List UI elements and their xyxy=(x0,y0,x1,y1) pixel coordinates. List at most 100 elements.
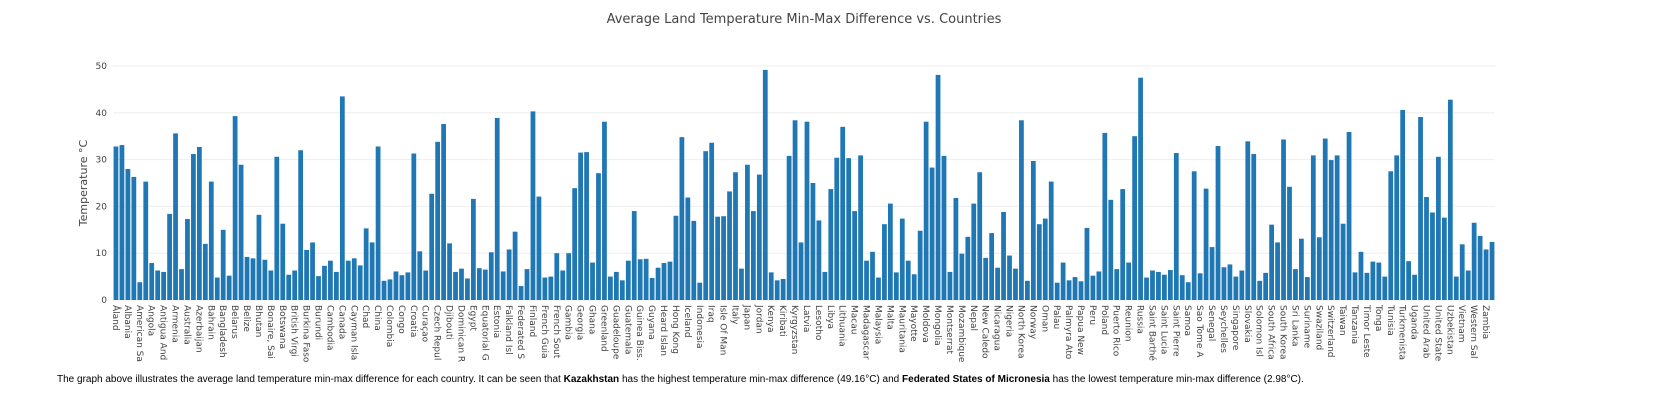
bar xyxy=(1376,262,1382,300)
bar xyxy=(191,153,196,300)
chart-title: Average Land Temperature Min-Max Differe… xyxy=(607,12,1002,27)
bar xyxy=(780,278,786,300)
bar xyxy=(971,203,977,300)
bar xyxy=(137,282,143,300)
x-tick-label: Guinea Biss. xyxy=(634,305,644,361)
bar xyxy=(202,243,208,300)
x-tick-label: Egypt xyxy=(467,305,477,331)
y-tick-label: 50 xyxy=(96,62,108,72)
bar xyxy=(1209,247,1215,300)
x-tick-label: Sri Lanka xyxy=(1289,305,1299,347)
bar xyxy=(262,259,268,300)
bar xyxy=(977,172,983,300)
bar xyxy=(339,96,345,300)
x-tick-label: Western Sal xyxy=(1468,305,1478,359)
bar xyxy=(828,189,834,300)
bar xyxy=(173,133,178,300)
x-tick-label: Norway xyxy=(1027,305,1037,340)
bar xyxy=(155,270,161,300)
bar xyxy=(429,193,435,300)
bar xyxy=(1334,155,1340,300)
bar xyxy=(1019,120,1024,301)
x-tick-label: American Sa xyxy=(134,305,144,362)
x-tick-label: Iraq xyxy=(706,305,716,323)
bar xyxy=(882,224,887,300)
bar xyxy=(608,276,613,300)
x-tick-label: Armenia xyxy=(170,305,180,343)
bar xyxy=(476,268,482,300)
x-tick-label: North Korea xyxy=(1015,305,1025,359)
bar xyxy=(572,188,578,300)
bar xyxy=(899,218,905,300)
x-tick-label: Tanzania xyxy=(1349,304,1359,344)
x-tick-label: Moldova xyxy=(920,305,930,343)
bar xyxy=(238,164,244,300)
bar xyxy=(536,196,542,300)
bar xyxy=(1042,218,1048,300)
bar xyxy=(1346,131,1352,300)
bar xyxy=(417,251,423,300)
bar xyxy=(578,152,583,300)
bar xyxy=(381,280,387,300)
bar xyxy=(357,265,363,300)
bar xyxy=(1197,273,1203,300)
bar xyxy=(1185,282,1191,300)
bar xyxy=(554,253,560,300)
bar xyxy=(959,253,965,300)
bar xyxy=(1328,160,1334,300)
bar xyxy=(1388,171,1394,300)
bar xyxy=(471,198,476,300)
x-tick-label: Finland xyxy=(527,305,537,337)
x-tick-label: Mayotte xyxy=(908,305,918,342)
bar xyxy=(423,270,429,300)
x-tick-label: Libya xyxy=(825,305,835,329)
bar xyxy=(1394,155,1400,300)
bar xyxy=(637,259,643,300)
bar xyxy=(1370,261,1376,300)
bar xyxy=(941,155,947,300)
bar xyxy=(834,157,840,300)
x-tick-label: Saint Pierre xyxy=(1170,305,1180,357)
bar xyxy=(584,152,589,300)
x-tick-label: British Virgi xyxy=(289,305,299,357)
caption-text: The graph above illustrates the average … xyxy=(57,374,564,385)
x-tick-label: Mongolia xyxy=(932,305,942,346)
x-tick-label: Belarus xyxy=(229,305,239,339)
x-tick-label: South Korea xyxy=(1278,305,1288,360)
x-tick-label: Tonga xyxy=(1373,304,1383,331)
bar xyxy=(488,252,494,300)
x-tick-label: French Guia xyxy=(539,305,549,358)
bar xyxy=(715,216,721,300)
bar xyxy=(119,145,125,300)
bar xyxy=(316,276,321,300)
bar xyxy=(506,249,512,300)
x-tick-label: Guadeloupe xyxy=(610,305,620,360)
bar xyxy=(596,173,601,300)
x-tick-label: Slovakia xyxy=(1242,305,1252,343)
bar xyxy=(655,267,661,300)
bar xyxy=(465,278,470,300)
x-tick-label: Solomon Isl xyxy=(1254,305,1264,357)
bar xyxy=(232,116,238,301)
bar xyxy=(768,272,774,300)
bar xyxy=(625,260,631,300)
x-tick-label: Jordan xyxy=(753,304,763,334)
bar xyxy=(762,69,768,300)
x-tick-label: Ghana xyxy=(587,305,597,334)
bar xyxy=(1436,156,1441,300)
bar xyxy=(1102,132,1108,300)
bar xyxy=(1489,241,1495,300)
bar xyxy=(1316,237,1322,300)
bar xyxy=(1108,199,1114,300)
bar xyxy=(369,242,375,300)
bar xyxy=(1275,242,1280,300)
bar xyxy=(1078,281,1084,300)
bar xyxy=(1382,276,1388,300)
x-tick-label: Guatemala xyxy=(622,305,632,355)
x-tick-label: United Arab xyxy=(1420,305,1430,359)
bar xyxy=(852,211,858,300)
x-tick-label: Greenland xyxy=(598,305,608,352)
bar xyxy=(185,219,190,300)
bar xyxy=(220,229,226,300)
bar xyxy=(453,271,458,300)
